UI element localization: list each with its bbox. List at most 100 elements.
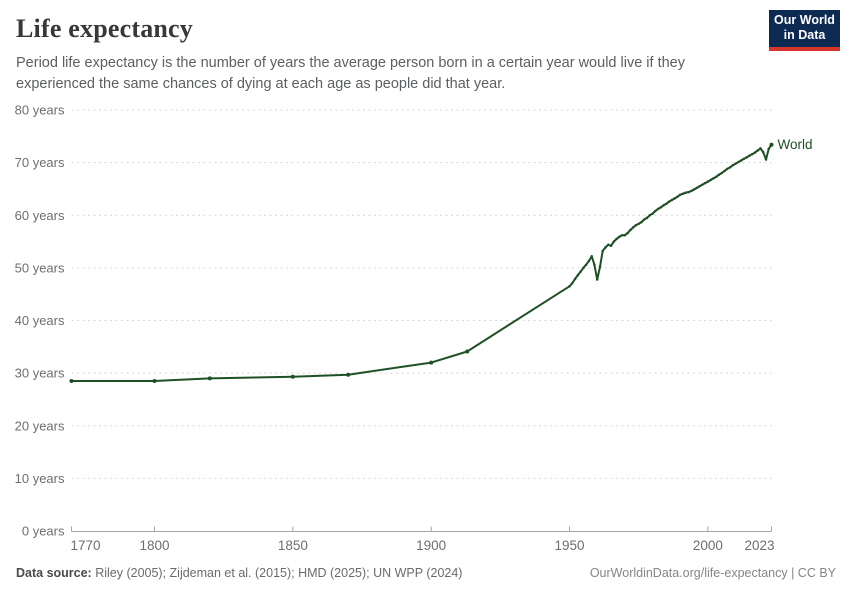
data-point[interactable] xyxy=(769,142,774,147)
data-point[interactable] xyxy=(634,223,638,227)
series-label-world[interactable]: World xyxy=(778,137,813,152)
data-point[interactable] xyxy=(737,160,740,164)
data-source-note: Data source: Riley (2005); Zijdeman et a… xyxy=(16,566,462,580)
data-point[interactable] xyxy=(673,197,676,200)
data-point[interactable] xyxy=(745,156,748,159)
data-point[interactable] xyxy=(706,180,710,183)
data-point[interactable] xyxy=(714,175,718,179)
data-point[interactable] xyxy=(753,151,757,154)
data-point[interactable] xyxy=(642,218,646,221)
data-point[interactable] xyxy=(595,278,599,281)
data-point[interactable] xyxy=(604,246,607,249)
data-point[interactable] xyxy=(750,152,754,156)
data-point[interactable] xyxy=(734,162,737,165)
data-point[interactable] xyxy=(687,190,690,194)
data-point[interactable] xyxy=(651,212,654,215)
data-point[interactable] xyxy=(584,263,588,266)
data-point[interactable] xyxy=(717,173,721,176)
data-point[interactable] xyxy=(631,226,635,229)
data-point[interactable] xyxy=(667,200,671,203)
data-point[interactable] xyxy=(620,233,624,237)
data-point[interactable] xyxy=(593,263,596,266)
data-point[interactable] xyxy=(725,167,729,171)
y-tick-label: 70 years xyxy=(15,155,65,170)
data-point[interactable] xyxy=(662,204,665,207)
data-point[interactable] xyxy=(739,159,743,162)
data-point[interactable] xyxy=(598,265,602,269)
data-point[interactable] xyxy=(761,150,765,154)
data-point[interactable] xyxy=(207,376,212,381)
y-tick-label: 0 years xyxy=(22,524,65,539)
data-point[interactable] xyxy=(626,231,629,235)
data-point[interactable] xyxy=(346,372,351,377)
data-point[interactable] xyxy=(659,206,663,209)
data-point[interactable] xyxy=(573,277,577,281)
data-point[interactable] xyxy=(764,158,768,161)
data-point[interactable] xyxy=(465,349,470,354)
data-point[interactable] xyxy=(684,191,687,194)
x-tick-label: 1800 xyxy=(139,538,169,553)
data-point[interactable] xyxy=(654,209,657,213)
data-point[interactable] xyxy=(648,214,652,217)
data-point[interactable] xyxy=(582,266,585,270)
data-point[interactable] xyxy=(695,186,699,190)
data-point[interactable] xyxy=(712,177,715,180)
data-point[interactable] xyxy=(579,270,582,273)
data-point[interactable] xyxy=(629,228,632,232)
data-point[interactable] xyxy=(678,193,682,196)
data-point[interactable] xyxy=(640,220,643,224)
data-point[interactable] xyxy=(703,181,707,185)
data-point[interactable] xyxy=(623,233,627,237)
data-point[interactable] xyxy=(748,154,751,158)
attribution-link[interactable]: OurWorldinData.org/life-expectancy | CC … xyxy=(589,566,836,580)
data-point[interactable] xyxy=(656,207,660,211)
data-point[interactable] xyxy=(601,249,604,253)
data-point[interactable] xyxy=(690,189,693,193)
data-point[interactable] xyxy=(720,171,723,175)
data-point[interactable] xyxy=(568,285,571,288)
data-point[interactable] xyxy=(759,147,762,150)
data-point[interactable] xyxy=(665,202,668,205)
data-point[interactable] xyxy=(571,281,574,285)
data-point[interactable] xyxy=(618,235,621,239)
data-point[interactable] xyxy=(290,374,295,379)
data-point[interactable] xyxy=(767,147,770,151)
data-point[interactable] xyxy=(692,188,696,191)
data-point[interactable] xyxy=(612,240,616,243)
x-tick-label: 2000 xyxy=(693,538,723,553)
data-point[interactable] xyxy=(728,166,732,169)
data-point[interactable] xyxy=(609,244,613,248)
data-point[interactable] xyxy=(615,237,618,241)
data-point[interactable] xyxy=(607,243,610,246)
owid-logo-accent-bar xyxy=(769,47,840,51)
chart-header: Life expectancy Period life expectancy i… xyxy=(16,14,716,95)
y-tick-label: 10 years xyxy=(15,471,65,486)
owid-logo-line1: Our World xyxy=(774,13,835,27)
data-point[interactable] xyxy=(723,169,726,173)
data-point[interactable] xyxy=(709,178,712,182)
y-tick-label: 30 years xyxy=(15,366,65,381)
series-line[interactable] xyxy=(70,143,773,382)
data-point[interactable] xyxy=(637,222,640,225)
data-point[interactable] xyxy=(152,379,157,383)
data-point[interactable] xyxy=(429,360,434,365)
data-point[interactable] xyxy=(587,259,591,263)
data-point[interactable] xyxy=(756,149,759,152)
data-point[interactable] xyxy=(69,379,74,383)
data-point[interactable] xyxy=(701,183,704,186)
data-point[interactable] xyxy=(590,255,593,258)
data-point[interactable] xyxy=(645,216,649,220)
data-point[interactable] xyxy=(742,157,746,161)
chart-subtitle: Period life expectancy is the number of … xyxy=(16,55,685,93)
data-point[interactable] xyxy=(731,164,735,167)
data-point[interactable] xyxy=(670,198,674,202)
data-point[interactable] xyxy=(576,273,580,277)
owid-logo[interactable]: Our World in Data xyxy=(769,10,840,51)
data-point[interactable] xyxy=(681,192,685,195)
data-point[interactable] xyxy=(676,195,679,199)
data-point[interactable] xyxy=(698,185,701,188)
x-tick-label: 2023 xyxy=(744,538,774,553)
series-world[interactable] xyxy=(69,142,774,383)
